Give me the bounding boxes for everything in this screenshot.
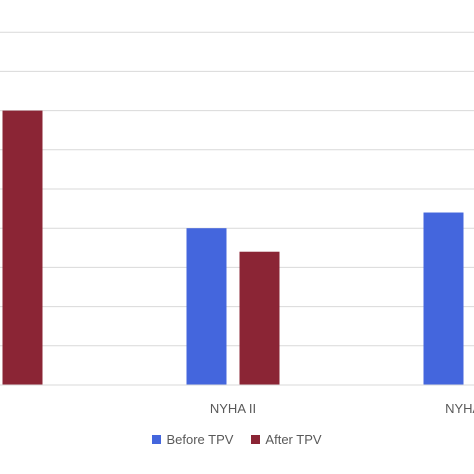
legend-swatch-after-tpv: [251, 435, 261, 444]
legend-item-before-tpv: Before TPV: [152, 432, 233, 447]
gridlines: [0, 31, 474, 347]
bar-after-tpv-1: [239, 251, 280, 385]
x-tick-labels: NYHA II NYHA III: [210, 401, 474, 416]
legend-item-after-tpv: After TPV: [251, 432, 322, 447]
bar-before-tpv-1: [186, 228, 227, 385]
bar-after-tpv-0: [2, 110, 43, 385]
bars: [2, 110, 464, 385]
legend-swatch-before-tpv: [152, 435, 162, 444]
x-tick-label: NYHA II: [210, 401, 256, 416]
bar-before-tpv-2: [423, 212, 464, 385]
legend-label-before-tpv: Before TPV: [166, 432, 234, 447]
legend-label-after-tpv: After TPV: [265, 432, 322, 447]
x-tick-label: NYHA III: [445, 401, 474, 416]
legend: Before TPV After TPV: [0, 432, 474, 447]
